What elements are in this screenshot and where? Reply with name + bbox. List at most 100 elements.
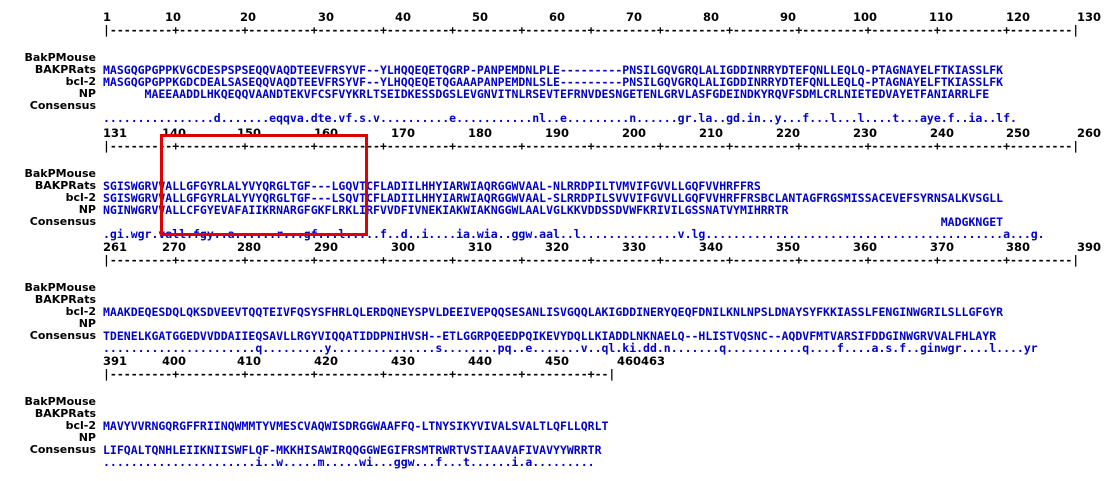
- row-label: BAKPRats: [34, 179, 96, 192]
- sequence-row-bakprats: BAKPRats MAVYVVRNGQRGFFRIINQWMMTYVMESCVA…: [0, 396, 609, 433]
- ruler-number: 60: [549, 10, 566, 24]
- ruler-number: 350: [776, 240, 801, 254]
- sequence-row-bcl2: bcl-2: [0, 408, 96, 432]
- ruler-number: 310: [468, 240, 493, 254]
- row-label: Consensus: [29, 443, 96, 456]
- sequence-text: LIFQALTQNHLEIIKNIISWFLQF-MKKHISAWIRQQGGW…: [103, 443, 602, 457]
- sequence-row-consensus: Consensus ......................i..w....…: [0, 432, 595, 469]
- ruler-number: 220: [776, 126, 801, 140]
- row-label: BAKPRats: [34, 407, 96, 420]
- ruler-number: 330: [622, 240, 647, 254]
- row-label: BAKPRats: [34, 63, 96, 76]
- sequence-row-bakpmouse: BakPMouse: [0, 270, 96, 294]
- ruler-number: 1: [103, 10, 112, 24]
- row-label: BakPMouse: [24, 281, 96, 294]
- ruler-number: 430: [391, 354, 416, 368]
- ruler-number: 10: [165, 10, 182, 24]
- ruler-number: 120: [1006, 10, 1031, 24]
- ruler-number: 210: [699, 126, 724, 140]
- row-label: Consensus: [29, 215, 96, 228]
- ruler-number: 50: [472, 10, 489, 24]
- sequence-text: TDENELKGATGGEDVVDDAIIEQSAVLLRGYVIQQATIDD…: [103, 329, 997, 343]
- ruler-number: 40: [395, 10, 412, 24]
- ruler-number: 20: [240, 10, 257, 24]
- sequence-text: MASGQGPGPPKVGCDESPSPSEQQVAQDTEEVFRSYVF--…: [103, 63, 1004, 77]
- ruler-number: 260: [1077, 126, 1102, 140]
- ruler-number: 320: [545, 240, 570, 254]
- sequence-text: MASGQGPGPPKGDCDEALSASEQQVAQDTEEVFRSYVF--…: [103, 75, 1004, 89]
- sequence-row-bakprats: BAKPRats MASGQGPGPPKGDCDEALSASEQQVAQDTEE…: [0, 52, 1003, 89]
- consensus-text: ................d.......eqqva.dte.vf.s.v…: [103, 111, 1017, 125]
- ruler-number: 131: [103, 126, 128, 140]
- sequence-row-bakprats: BAKPRats MAAKDEQESDQLQKSDVEEVTQQTEIVFQSY…: [0, 282, 1003, 319]
- consensus-text: ......................q.........y.......…: [103, 341, 1038, 355]
- row-label: NP: [78, 431, 96, 444]
- ruler-number: 180: [468, 126, 493, 140]
- ruler-number: 190: [545, 126, 570, 140]
- ruler-number: 200: [622, 126, 647, 140]
- row-label: NP: [78, 203, 96, 216]
- sequence-text: SGISWGRVVALLGFGYRLALYVYQRGLTGF---LSQVTCF…: [103, 191, 1004, 205]
- row-label: bcl-2: [65, 419, 96, 432]
- ruler-number: 100: [853, 10, 878, 24]
- row-label: BAKPRats: [34, 293, 96, 306]
- ruler-number: 410: [237, 354, 262, 368]
- sequence-text: NGINWGRVVALLCFGYEVAFAIIKRNARGFGKFLRKLIRF…: [103, 203, 789, 217]
- ruler-number: 300: [391, 240, 416, 254]
- ruler-number: 80: [703, 10, 720, 24]
- row-label: bcl-2: [65, 75, 96, 88]
- ruler-number: 290: [314, 240, 339, 254]
- sequence-row-np: NP TDENELKGATGGEDVVDDAIIEQSAVLLRGYVIQQAT…: [0, 306, 996, 343]
- ruler-number: 110: [929, 10, 954, 24]
- sequence-row-consensus: Consensus .gi.wgr.vall.fgy..a......r...g…: [0, 204, 1045, 241]
- ruler-number: 340: [699, 240, 724, 254]
- sequence-text: MAVYVVRNGQRGFFRIINQWMMTYVMESCVAQWISDRGGW…: [103, 419, 609, 433]
- ruler-number: 370: [930, 240, 955, 254]
- sequence-row-np: NP: [0, 76, 96, 100]
- sequence-text: MAAKDEQESDQLQKSDVEEVTQQTEIVFQSYSFHRLQLER…: [103, 305, 1004, 319]
- row-label: Consensus: [29, 329, 96, 342]
- ruler-number: 261: [103, 240, 128, 254]
- consensus-text: ......................i..w.....m.....wi.…: [103, 455, 595, 469]
- sequence-row-np: NP LIFQALTQNHLEIIKNIISWFLQF-MKKHISAWIRQQ…: [0, 420, 602, 457]
- sequence-row-bcl2: bcl-2 NGINWGRVVALLCFGYEVAFAIIKRNARGFGKFL…: [0, 180, 789, 217]
- ruler-number: 240: [930, 126, 955, 140]
- ruler-number: 450: [545, 354, 570, 368]
- sequence-row-bakpmouse: BakPMouse SGISWGRVVALLGFGYRLALYVYQRGLTGF…: [0, 156, 760, 193]
- ruler-number: 390: [1077, 240, 1102, 254]
- sequence-text: MAEEAADDLHKQEQQVAANDTEKVFCSFVYKRLTSEIDKE…: [103, 87, 990, 101]
- ruler-number: 280: [237, 240, 262, 254]
- row-label: bcl-2: [65, 305, 96, 318]
- sequence-row-bakpmouse: BakPMouse MASGQGPGPPKVGCDESPSPSEQQVAQDTE…: [0, 40, 1003, 77]
- sequence-row-bakprats: BAKPRats SGISWGRVVALLGFGYRLALYVYQRGLTGF-…: [0, 168, 1003, 205]
- ruler-number: 70: [626, 10, 643, 24]
- ruler-number: 391: [103, 354, 128, 368]
- sequence-text: MADGKNGET: [103, 215, 1004, 229]
- ruler-number: 440: [468, 354, 493, 368]
- ruler-number: 90: [780, 10, 797, 24]
- sequence-row-bakpmouse: BakPMouse: [0, 384, 96, 408]
- ruler-number: 130: [1077, 10, 1102, 24]
- ruler-tick-line: |---------+---------+---------+---------…: [103, 23, 1080, 37]
- sequence-row-consensus: Consensus ......................q.......…: [0, 318, 1038, 355]
- ruler-number: 460463: [617, 354, 666, 368]
- ruler-number: 170: [391, 126, 416, 140]
- ruler-number: 360: [853, 240, 878, 254]
- ruler-tick-line: |---------+---------+---------+---------…: [103, 253, 1080, 267]
- row-label: BakPMouse: [24, 51, 96, 64]
- consensus-text: .gi.wgr.vall.fgy..a......r...gf...l.....…: [103, 227, 1045, 241]
- row-label: NP: [78, 317, 96, 330]
- ruler-tick-line: |---------+---------+---------+---------…: [103, 367, 616, 381]
- row-label: Consensus: [29, 99, 96, 112]
- row-label: BakPMouse: [24, 167, 96, 180]
- ruler-number: 420: [314, 354, 339, 368]
- ruler-number: 380: [1006, 240, 1031, 254]
- sequence-row-bcl2: bcl-2: [0, 294, 96, 318]
- ruler-tick-line: |---------+---------+---------+---------…: [103, 139, 1080, 153]
- row-label: BakPMouse: [24, 395, 96, 408]
- ruler-number: 270: [162, 240, 187, 254]
- sequence-row-np: NP MADGKNGET: [0, 192, 1003, 229]
- row-label: NP: [78, 87, 96, 100]
- ruler-number: 400: [162, 354, 187, 368]
- ruler-number: 230: [853, 126, 878, 140]
